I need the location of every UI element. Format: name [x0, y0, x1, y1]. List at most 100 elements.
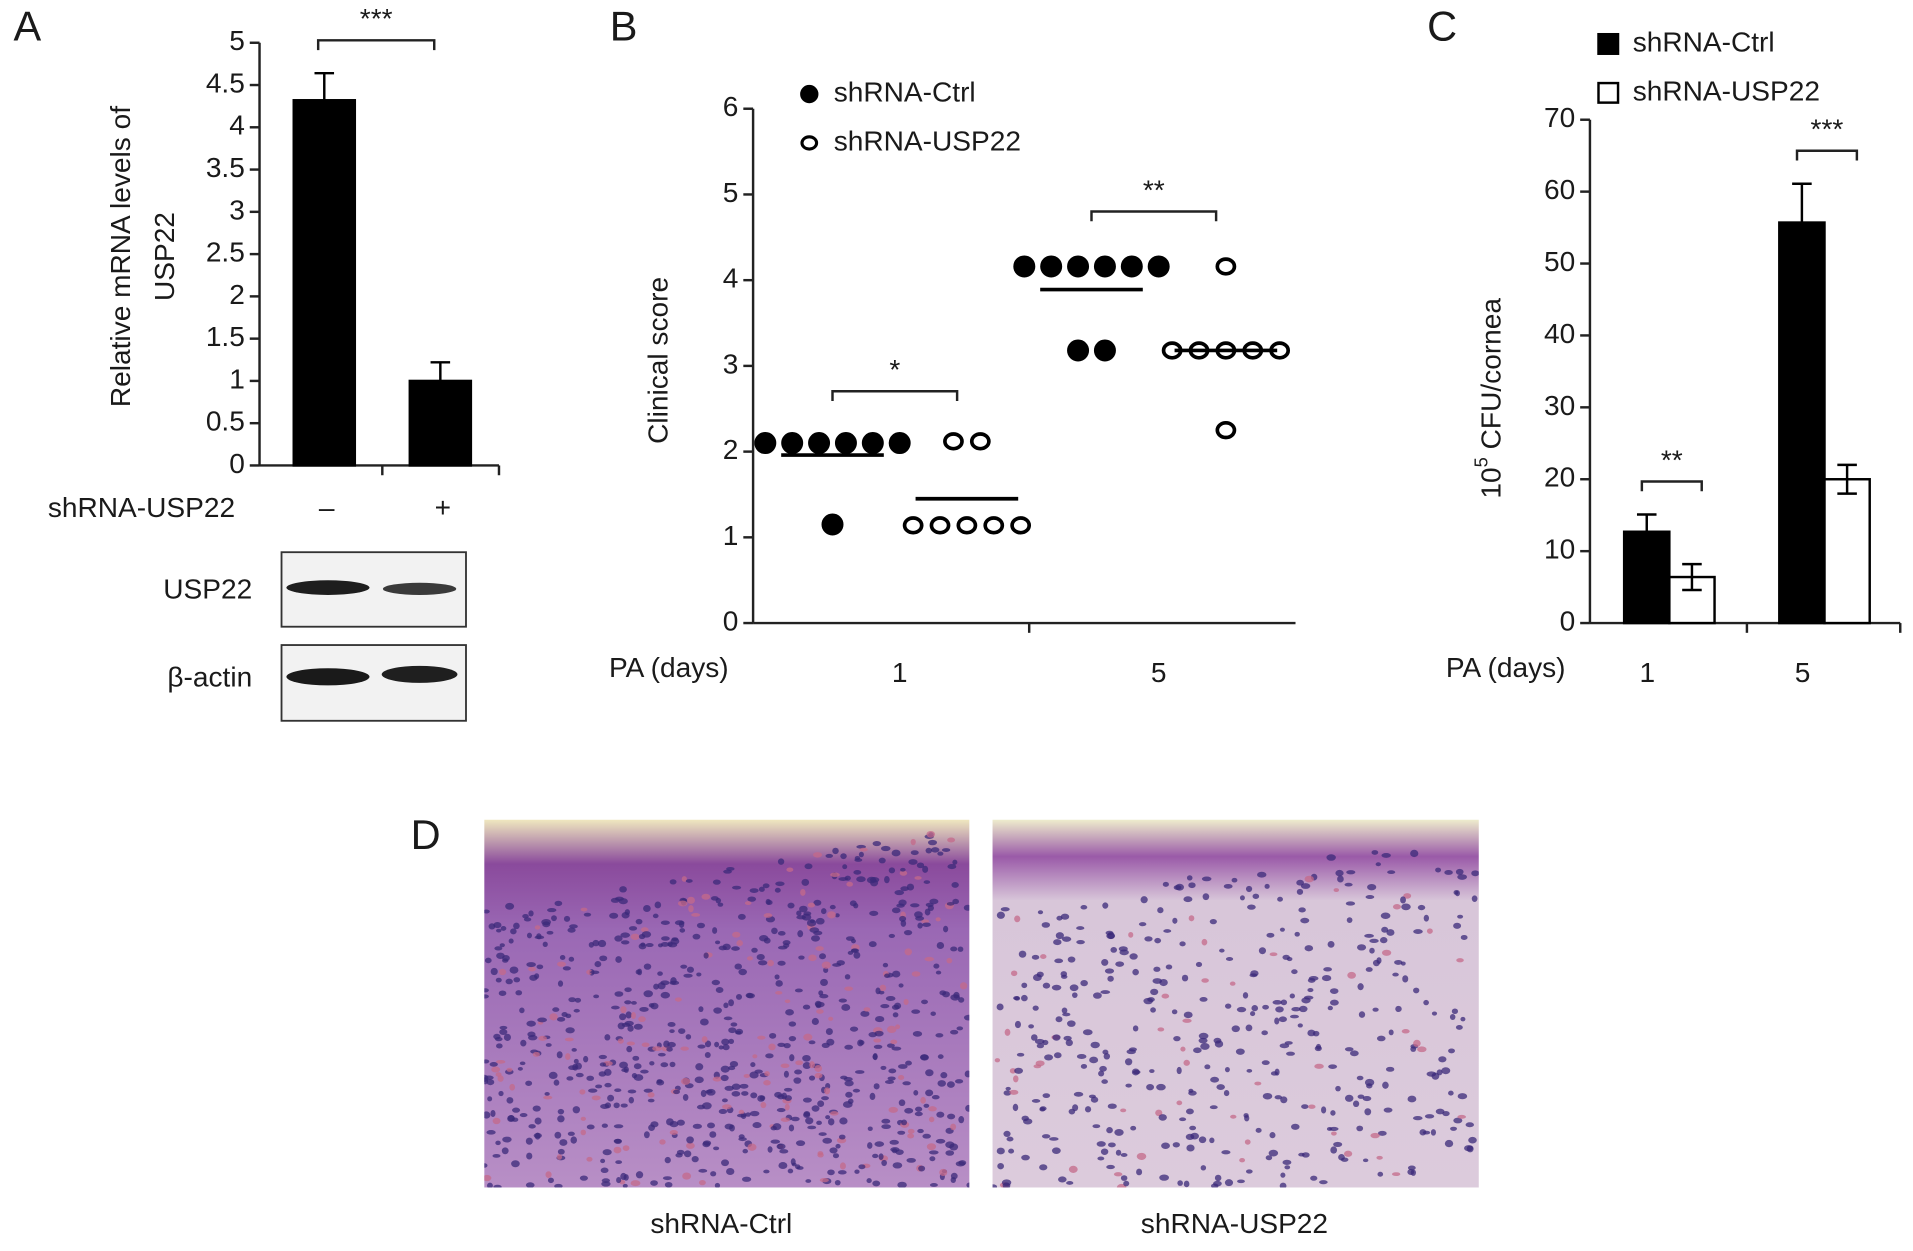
cell	[570, 1136, 578, 1144]
cell	[939, 1168, 948, 1177]
cell	[958, 1116, 965, 1124]
cell	[776, 1108, 786, 1113]
cell	[881, 1159, 887, 1167]
cell	[1180, 1046, 1186, 1052]
cell	[872, 1053, 878, 1060]
blot-band	[286, 668, 370, 686]
cell	[569, 924, 578, 929]
cell	[1089, 1056, 1099, 1064]
cell	[1042, 1093, 1051, 1099]
cell	[1221, 1150, 1231, 1155]
cell	[771, 927, 778, 935]
cell	[1154, 937, 1162, 944]
cell	[830, 872, 840, 877]
cell	[1448, 1048, 1455, 1054]
cell	[628, 926, 638, 931]
cell	[1179, 1117, 1187, 1122]
cell	[1107, 975, 1114, 982]
cell	[1269, 1132, 1276, 1139]
cell	[1183, 1180, 1190, 1188]
cell	[774, 1091, 783, 1098]
y-tick-label: 5	[229, 25, 245, 56]
cell	[562, 966, 571, 971]
cell	[519, 1061, 526, 1066]
cell	[517, 1066, 523, 1071]
cell	[892, 970, 901, 978]
cell	[713, 1007, 722, 1014]
cell	[839, 1162, 846, 1170]
cell	[1132, 968, 1139, 976]
significance-bracket	[1795, 149, 1859, 161]
cell	[1298, 1005, 1308, 1013]
cell	[1183, 896, 1193, 903]
cell	[925, 1089, 934, 1097]
cell	[858, 851, 864, 858]
cell	[1274, 1068, 1280, 1076]
cell	[923, 1103, 930, 1108]
cell	[1471, 895, 1478, 902]
cell	[1392, 904, 1401, 910]
panel-letter: D	[411, 811, 441, 858]
cell	[859, 847, 868, 852]
y-tick-label: 3	[229, 194, 245, 225]
cell	[1014, 996, 1021, 1001]
cell	[695, 1063, 704, 1071]
cell	[515, 990, 523, 996]
cell	[1297, 1023, 1303, 1028]
cell	[933, 963, 940, 969]
blot-label: USP22	[163, 574, 252, 605]
cell	[712, 927, 718, 934]
y-tick-label: 2	[723, 434, 739, 465]
cell	[611, 1005, 620, 1010]
legend-marker	[1597, 81, 1620, 104]
cell	[888, 1068, 897, 1074]
cell	[573, 1058, 579, 1064]
cell	[680, 1046, 689, 1051]
cell	[680, 1077, 691, 1085]
cell	[1193, 1047, 1202, 1054]
cell	[746, 956, 753, 961]
cell	[1387, 870, 1396, 875]
cell	[1274, 1017, 1280, 1025]
cell	[717, 902, 724, 907]
cell	[649, 1061, 655, 1066]
cell	[1035, 1060, 1045, 1067]
cell	[1092, 1124, 1101, 1129]
cell	[814, 1064, 823, 1072]
cell	[653, 983, 660, 990]
cell	[950, 1029, 959, 1035]
cell	[814, 1000, 822, 1008]
cell	[1349, 1050, 1359, 1057]
cell	[613, 1146, 622, 1154]
cell	[1039, 1106, 1047, 1111]
cell	[763, 1169, 770, 1174]
cell	[715, 987, 724, 993]
cell	[586, 1075, 595, 1081]
cell	[844, 1080, 854, 1087]
cell	[881, 1118, 891, 1124]
cell	[1352, 1100, 1360, 1108]
data-point	[1067, 339, 1090, 362]
cell	[621, 1022, 631, 1027]
cell	[718, 1045, 724, 1050]
cell	[1369, 947, 1375, 954]
cell	[722, 1044, 730, 1051]
cell	[626, 1041, 636, 1046]
y-tick-label: 3	[723, 348, 739, 379]
cell	[711, 979, 721, 986]
cell	[729, 1061, 739, 1068]
cell	[508, 938, 514, 944]
cell	[924, 956, 935, 962]
cell	[750, 1062, 756, 1068]
cell	[1004, 1028, 1011, 1036]
cell	[1209, 1105, 1218, 1110]
cell	[783, 1070, 789, 1078]
cell	[1264, 883, 1270, 889]
cell	[677, 900, 688, 907]
cell	[873, 1083, 880, 1090]
cell	[1188, 1088, 1194, 1093]
cell	[568, 1065, 577, 1071]
cell	[1188, 882, 1196, 889]
cell	[872, 1153, 879, 1159]
cell	[1013, 1075, 1019, 1083]
